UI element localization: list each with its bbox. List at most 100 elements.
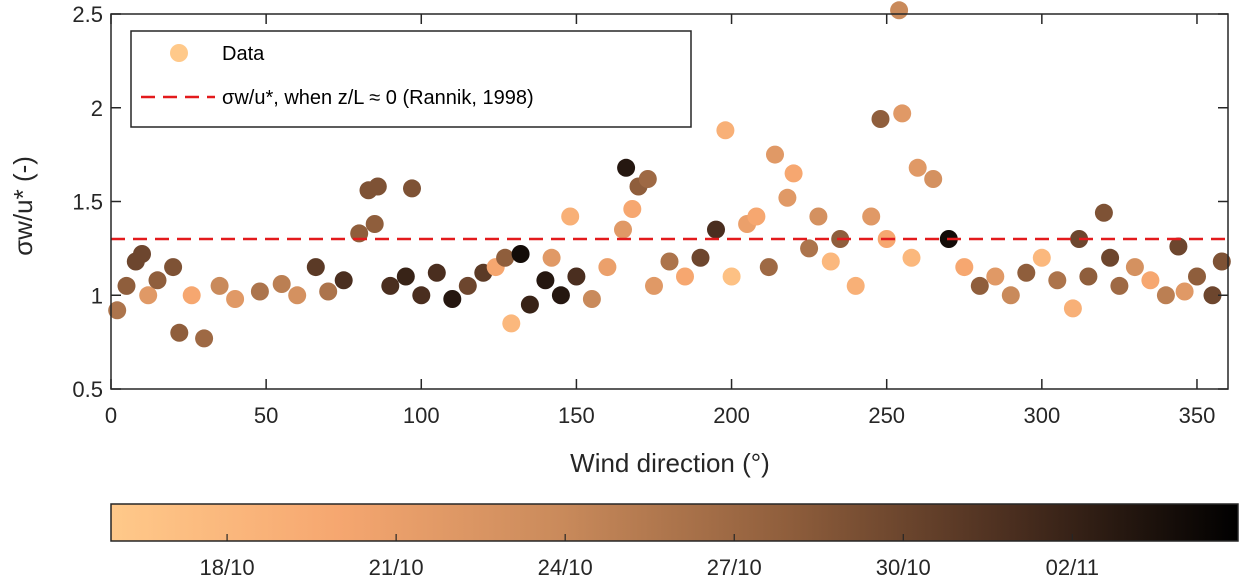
data-point [319, 282, 338, 301]
data-point [412, 286, 431, 305]
data-point [986, 267, 1005, 286]
data-point [1110, 276, 1129, 295]
colorbar-tick-label: 30/10 [876, 555, 931, 580]
data-point [1125, 258, 1144, 277]
x-tick-label: 50 [254, 403, 278, 428]
data-point [250, 282, 269, 301]
data-point [890, 1, 909, 20]
y-axis-label: σw/u* (-) [8, 156, 38, 256]
data-point [908, 158, 927, 177]
data-point [381, 276, 400, 295]
data-point [902, 248, 921, 267]
data-point [778, 188, 797, 207]
data-point [821, 252, 840, 271]
data-point [511, 245, 530, 263]
data-point [567, 267, 586, 286]
legend-box [130, 30, 692, 128]
legend-label-data: Data [222, 43, 265, 65]
x-tick-label: 150 [558, 403, 595, 428]
data-point [623, 200, 642, 218]
data-point [784, 164, 803, 183]
data-point [955, 258, 974, 277]
data-point [148, 271, 167, 290]
colorbar-tick-label: 18/10 [200, 555, 255, 580]
x-tick-label: 200 [713, 403, 750, 428]
data-point [164, 258, 183, 277]
data-point [306, 258, 325, 277]
data-point [846, 276, 865, 295]
colorbar-tick-label: 24/10 [538, 555, 593, 580]
data-point [520, 295, 539, 314]
data-point [707, 220, 725, 239]
data-point [117, 276, 136, 295]
data-point [536, 271, 555, 290]
data-point [368, 177, 387, 196]
colorbar-tick-label: 21/10 [369, 555, 424, 580]
y-tick-label: 2 [91, 96, 103, 121]
data-point [1188, 267, 1206, 286]
data-point [561, 207, 580, 226]
x-tick-label: 300 [1023, 403, 1060, 428]
data-point [396, 267, 415, 286]
x-tick-label: 250 [868, 403, 905, 428]
y-tick-label: 2.5 [72, 2, 103, 27]
data-point [614, 220, 632, 239]
data-point [334, 271, 353, 290]
data-point [195, 329, 214, 348]
data-point [139, 286, 158, 305]
data-point [1032, 248, 1051, 267]
data-point [1017, 263, 1036, 282]
data-point [365, 215, 384, 233]
data-point [1212, 252, 1231, 271]
data-point [970, 276, 989, 295]
data-point [551, 286, 570, 305]
data-point [1094, 203, 1113, 222]
data-point [1101, 248, 1120, 267]
y-tick-label: 1 [91, 283, 103, 308]
data-point [1175, 282, 1194, 301]
legend: Data σw/u*, when z/L ≈ 0 (Rannik, 1998) [130, 30, 692, 128]
data-point [862, 207, 881, 226]
x-tick-label: 350 [1179, 403, 1216, 428]
data-point [766, 145, 784, 164]
x-axis-label: Wind direction (°) [570, 448, 770, 478]
data-point [403, 179, 421, 198]
data-point [747, 207, 766, 226]
data-point [496, 248, 515, 267]
data-point [210, 276, 229, 295]
data-point [1001, 286, 1020, 305]
data-point [1141, 271, 1160, 290]
data-point [226, 290, 245, 308]
colorbar-tick-labels: 18/10 21/10 24/10 27/10 30/10 02/11 [200, 534, 1099, 580]
colorbar-tick-label: 27/10 [707, 555, 762, 580]
data-point [1063, 299, 1082, 318]
data-point [443, 290, 462, 308]
data-point [924, 170, 943, 188]
legend-label-line: σw/u*, when z/L ≈ 0 (Rannik, 1998) [222, 87, 534, 109]
data-point [676, 267, 694, 286]
y-tick-label: 1.5 [72, 190, 103, 215]
colorbar [110, 503, 1239, 542]
data-point [458, 276, 477, 295]
data-point [1156, 286, 1175, 305]
data-point [427, 263, 446, 282]
data-point [1079, 267, 1098, 286]
data-point [893, 104, 912, 123]
data-point [1203, 286, 1222, 305]
data-point [502, 314, 521, 333]
data-point [691, 248, 710, 267]
data-point [722, 267, 741, 286]
y-axis-ticks: 0.5 1 1.5 2 2.5 [72, 2, 1228, 402]
data-point [1048, 271, 1067, 290]
data-point [645, 276, 663, 295]
data-point [660, 252, 679, 271]
y-tick-label: 0.5 [72, 377, 103, 402]
data-point [170, 323, 189, 342]
data-point [716, 121, 735, 140]
data-points [108, 1, 1231, 348]
legend-marker-data [170, 44, 188, 62]
data-point [800, 239, 819, 258]
data-point [582, 290, 601, 308]
x-tick-label: 0 [105, 403, 117, 428]
